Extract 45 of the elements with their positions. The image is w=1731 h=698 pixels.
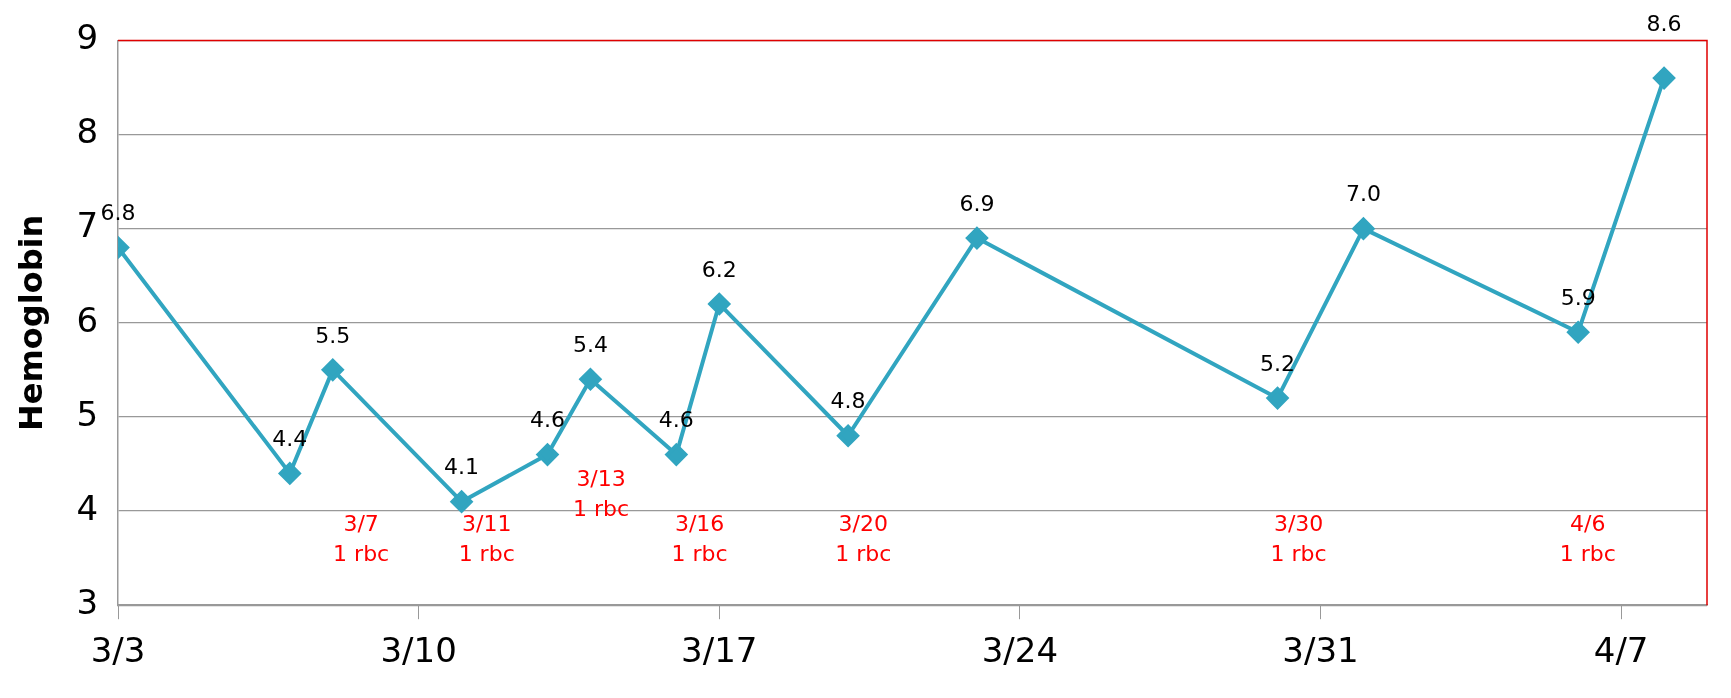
data-label: 4.1 xyxy=(444,454,480,480)
data-label: 6.8 xyxy=(100,200,136,226)
annotation: 3/20 1 rbc xyxy=(835,510,892,566)
data-label: 6.9 xyxy=(959,190,995,216)
point xyxy=(278,462,301,485)
point xyxy=(708,292,731,315)
data-label: 7.0 xyxy=(1345,181,1381,207)
y-tick-label: 6 xyxy=(76,299,99,340)
point xyxy=(536,443,559,466)
point xyxy=(450,490,473,513)
data-label: 4.8 xyxy=(830,388,866,414)
point xyxy=(837,424,860,447)
point xyxy=(1266,387,1289,410)
annotation: 3/11 1 rbc xyxy=(458,510,515,566)
data-label: 8.6 xyxy=(1646,11,1682,37)
x-tick-label: 3/31 xyxy=(1282,630,1359,671)
point xyxy=(965,227,988,250)
x-tick-label: 3/3 xyxy=(90,630,146,671)
y-axis-title: Hemoglobin xyxy=(11,214,50,431)
point xyxy=(579,368,602,391)
point xyxy=(665,443,688,466)
point xyxy=(321,358,344,381)
data-label: 5.4 xyxy=(572,332,608,357)
point xyxy=(1653,67,1676,90)
x-tick-label: 4/7 xyxy=(1593,630,1649,671)
y-tick-label: 5 xyxy=(76,393,99,434)
annotation: 3/16 1 rbc xyxy=(671,510,728,566)
y-tick-label: 9 xyxy=(76,17,99,58)
y-tick-label: 7 xyxy=(76,205,99,246)
y-tick-label: 3 xyxy=(76,582,99,623)
x-tick-label: 3/17 xyxy=(681,630,758,671)
data-label: 4.6 xyxy=(529,407,565,433)
point xyxy=(1567,321,1590,344)
data-label: 6.2 xyxy=(701,256,737,282)
annotation: 3/7 1 rbc xyxy=(333,510,390,566)
annotation: 4/6 1 rbc xyxy=(1559,510,1616,566)
x-tick-label: 3/10 xyxy=(380,630,457,671)
data-label: 5.5 xyxy=(315,322,351,348)
point xyxy=(1352,217,1375,240)
annotation: 3/30 1 rbc xyxy=(1270,510,1327,566)
x-tick-label: 3/24 xyxy=(981,630,1059,671)
data-label: 5.2 xyxy=(1260,350,1296,376)
y-tick-label: 8 xyxy=(76,111,99,152)
y-tick-label: 4 xyxy=(76,487,99,528)
annotation: 3/13 1 rbc xyxy=(573,465,630,521)
